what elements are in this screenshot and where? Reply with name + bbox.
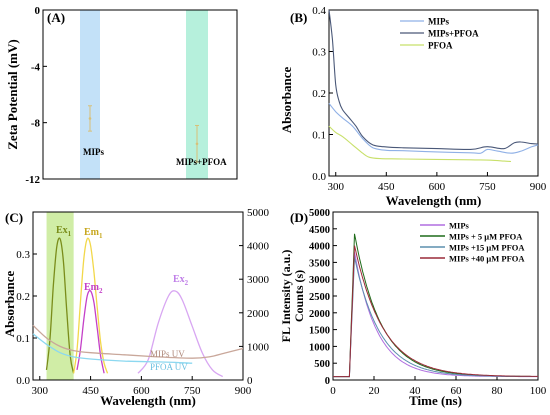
category-label-mips: MIPs	[83, 147, 104, 157]
y-tick-label: 0	[35, 5, 41, 17]
y-tick-label: 0	[325, 376, 330, 387]
y-axis-label: Zeta Potential (mV)	[5, 39, 20, 149]
x-tick-label: 450	[82, 385, 99, 397]
series-em2	[76, 289, 105, 374]
y-axis-label: Absorbance	[279, 67, 294, 134]
x-tick-label: 300	[327, 181, 344, 193]
legend-label: PFOA	[428, 41, 453, 51]
series-pfoa-uv	[32, 333, 193, 364]
series-ex2	[137, 290, 224, 378]
y-tick-label: 0.4	[312, 5, 326, 17]
band-mips	[80, 10, 100, 179]
series-mips-pfoa	[328, 9, 539, 151]
legend-label: MIPs +15 μM PFOA	[449, 243, 525, 253]
annotation-ex2: Ex2	[173, 274, 189, 287]
y2-tick-label: 3000	[247, 274, 270, 286]
y2-tick-label: 1000	[247, 341, 270, 353]
y2-tick-label: 4000	[247, 241, 270, 253]
annotation-em2: Em2	[84, 282, 103, 295]
panel-label-d: (D)	[290, 210, 308, 225]
data-point	[195, 142, 199, 146]
y-axis-label-line1: FL Intensity (a.u.)	[279, 250, 293, 343]
y-tick-label: 3500	[309, 258, 330, 269]
panel-label-a: (A)	[47, 10, 65, 25]
x-tick-label: 600	[429, 181, 446, 193]
y-tick-label: 5000	[309, 208, 330, 219]
x-axis-label: Wavelength (nm)	[100, 393, 196, 408]
legend-label: MIPs + 5 μM PFOA	[449, 232, 523, 242]
y-tick-label: 3000	[309, 275, 330, 286]
data-point	[88, 117, 92, 120]
y-tick-label: 0.2	[16, 291, 30, 303]
annotation-mips-uv: MIPs UV	[150, 349, 185, 359]
y2-tick-label: 2000	[247, 308, 270, 320]
series-em1	[72, 237, 109, 374]
y-axis-label: Absorbance	[2, 271, 17, 338]
y2-tick-label: 0	[247, 375, 253, 387]
y-tick-label: 1500	[309, 326, 330, 337]
legend-label: MIPs +40 μM PFOA	[449, 254, 525, 264]
x-tick-label: 100	[530, 385, 547, 397]
x-axis-label: Time (ns)	[409, 393, 462, 408]
series-mips-uv	[32, 324, 244, 359]
y-tick-label: 0.3	[16, 249, 30, 261]
y-tick-label: -12	[25, 174, 40, 186]
panel-label-b: (B)	[290, 10, 307, 25]
x-tick-label: 60	[451, 385, 463, 397]
x-tick-label: 0	[330, 385, 336, 397]
y-tick-label: 1000	[309, 342, 330, 353]
annotation-ex1: Ex1	[56, 225, 72, 238]
y-tick-label: 0.0	[312, 171, 326, 183]
series-pfoa	[328, 125, 512, 163]
annotation-pfoa-uv: PFOA UV	[150, 362, 188, 372]
x-tick-label: 900	[530, 181, 547, 193]
y-tick-label: 0.3	[312, 47, 326, 59]
legend-label: MIPs+PFOA	[428, 29, 479, 39]
y-tick-label: 4000	[309, 242, 330, 253]
band-mips-pfoa	[186, 10, 208, 179]
y-tick-label: 0.2	[312, 88, 326, 100]
x-tick-label: 600	[133, 385, 150, 397]
y-axis-label-line2: Counts (s)	[292, 270, 306, 322]
y2-tick-label: 5000	[247, 207, 270, 219]
y-tick-label: 0.1	[16, 333, 30, 345]
x-axis-label: Wavelength (nm)	[386, 193, 482, 208]
legend-label: MIPs	[428, 17, 449, 27]
x-tick-label: 20	[369, 385, 381, 397]
x-tick-label: 750	[184, 385, 201, 397]
x-tick-label: 300	[32, 385, 49, 397]
x-tick-label: 450	[378, 181, 395, 193]
category-label-mips-pfoa: MIPs+PFOA	[176, 157, 227, 167]
y-tick-label: -8	[31, 118, 41, 130]
y-tick-label: -4	[31, 61, 41, 73]
x-tick-label: 750	[479, 181, 496, 193]
series-mips	[333, 252, 538, 378]
legend-label: MIPs	[449, 221, 470, 231]
x-tick-label: 40	[410, 385, 422, 397]
series-mips	[328, 103, 539, 154]
x-tick-label: 900	[235, 385, 252, 397]
y-tick-label: 2000	[309, 309, 330, 320]
y-tick-label: 0.0	[16, 375, 30, 387]
annotation-em1: Em1	[84, 227, 103, 240]
y-tick-label: 500	[314, 359, 330, 370]
series-40um-pfoa	[333, 245, 538, 378]
y-tick-label: 2500	[309, 292, 330, 303]
series-ex1	[45, 237, 75, 374]
panel-label-c: (C)	[5, 210, 23, 225]
panel-a-frame	[42, 9, 238, 180]
x-tick-label: 80	[492, 385, 504, 397]
y-tick-label: 0.1	[312, 130, 326, 142]
y-tick-label: 4500	[309, 225, 330, 236]
